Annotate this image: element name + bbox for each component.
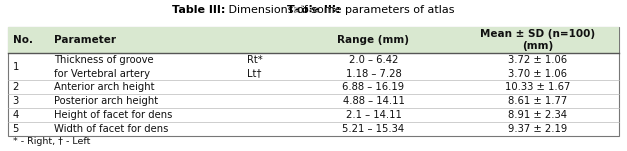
Text: 2.0 – 6.42: 2.0 – 6.42: [349, 55, 398, 65]
Text: Height of facet for dens: Height of facet for dens: [54, 110, 172, 120]
Text: Mean ± SD (n=100): Mean ± SD (n=100): [480, 29, 596, 39]
Text: 8.61 ± 1.77: 8.61 ± 1.77: [508, 96, 567, 106]
Text: No.: No.: [13, 35, 33, 45]
Text: Rt*: Rt*: [248, 55, 263, 65]
Text: 6.88 – 16.19: 6.88 – 16.19: [342, 82, 404, 92]
Text: Thickness of groove: Thickness of groove: [54, 55, 154, 65]
Text: 2.1 – 14.11: 2.1 – 14.11: [345, 110, 401, 120]
Text: 3: 3: [13, 96, 19, 106]
Text: 9.37 ± 2.19: 9.37 ± 2.19: [508, 124, 567, 134]
Text: Parameter: Parameter: [54, 35, 116, 45]
Text: Range (mm): Range (mm): [337, 35, 409, 45]
Text: Lt†: Lt†: [248, 69, 262, 79]
Text: Posterior arch height: Posterior arch height: [54, 96, 158, 106]
Text: 1: 1: [13, 62, 19, 72]
Text: 3.70 ± 1.06: 3.70 ± 1.06: [508, 69, 567, 79]
Text: Table III:: Table III:: [172, 5, 226, 15]
Bar: [8, 27, 619, 136]
Text: (mm): (mm): [522, 41, 554, 51]
Text: 5.21 – 15.34: 5.21 – 15.34: [342, 124, 404, 134]
Text: 3.72 ± 1.06: 3.72 ± 1.06: [508, 55, 567, 65]
Text: 2: 2: [13, 82, 19, 92]
Text: Width of facet for dens: Width of facet for dens: [54, 124, 169, 134]
Text: 5: 5: [13, 124, 19, 134]
Text: Table III:: Table III:: [287, 5, 340, 15]
Text: 4.88 – 14.11: 4.88 – 14.11: [342, 96, 404, 106]
Text: 10.33 ± 1.67: 10.33 ± 1.67: [505, 82, 571, 92]
Text: Anterior arch height: Anterior arch height: [54, 82, 155, 92]
Text: 4: 4: [13, 110, 19, 120]
Text: for Vertebral artery: for Vertebral artery: [54, 69, 150, 79]
Text: Dimensions of some parameters of atlas: Dimensions of some parameters of atlas: [226, 5, 455, 15]
Text: 1.18 – 7.28: 1.18 – 7.28: [345, 69, 401, 79]
Text: 8.91 ± 2.34: 8.91 ± 2.34: [508, 110, 567, 120]
Bar: [8, 27, 619, 53]
Text: Table III: Dimensions of some parameters of atlas: Table III: Dimensions of some parameters…: [176, 5, 451, 15]
Text: * - Right, † - Left: * - Right, † - Left: [13, 137, 90, 146]
